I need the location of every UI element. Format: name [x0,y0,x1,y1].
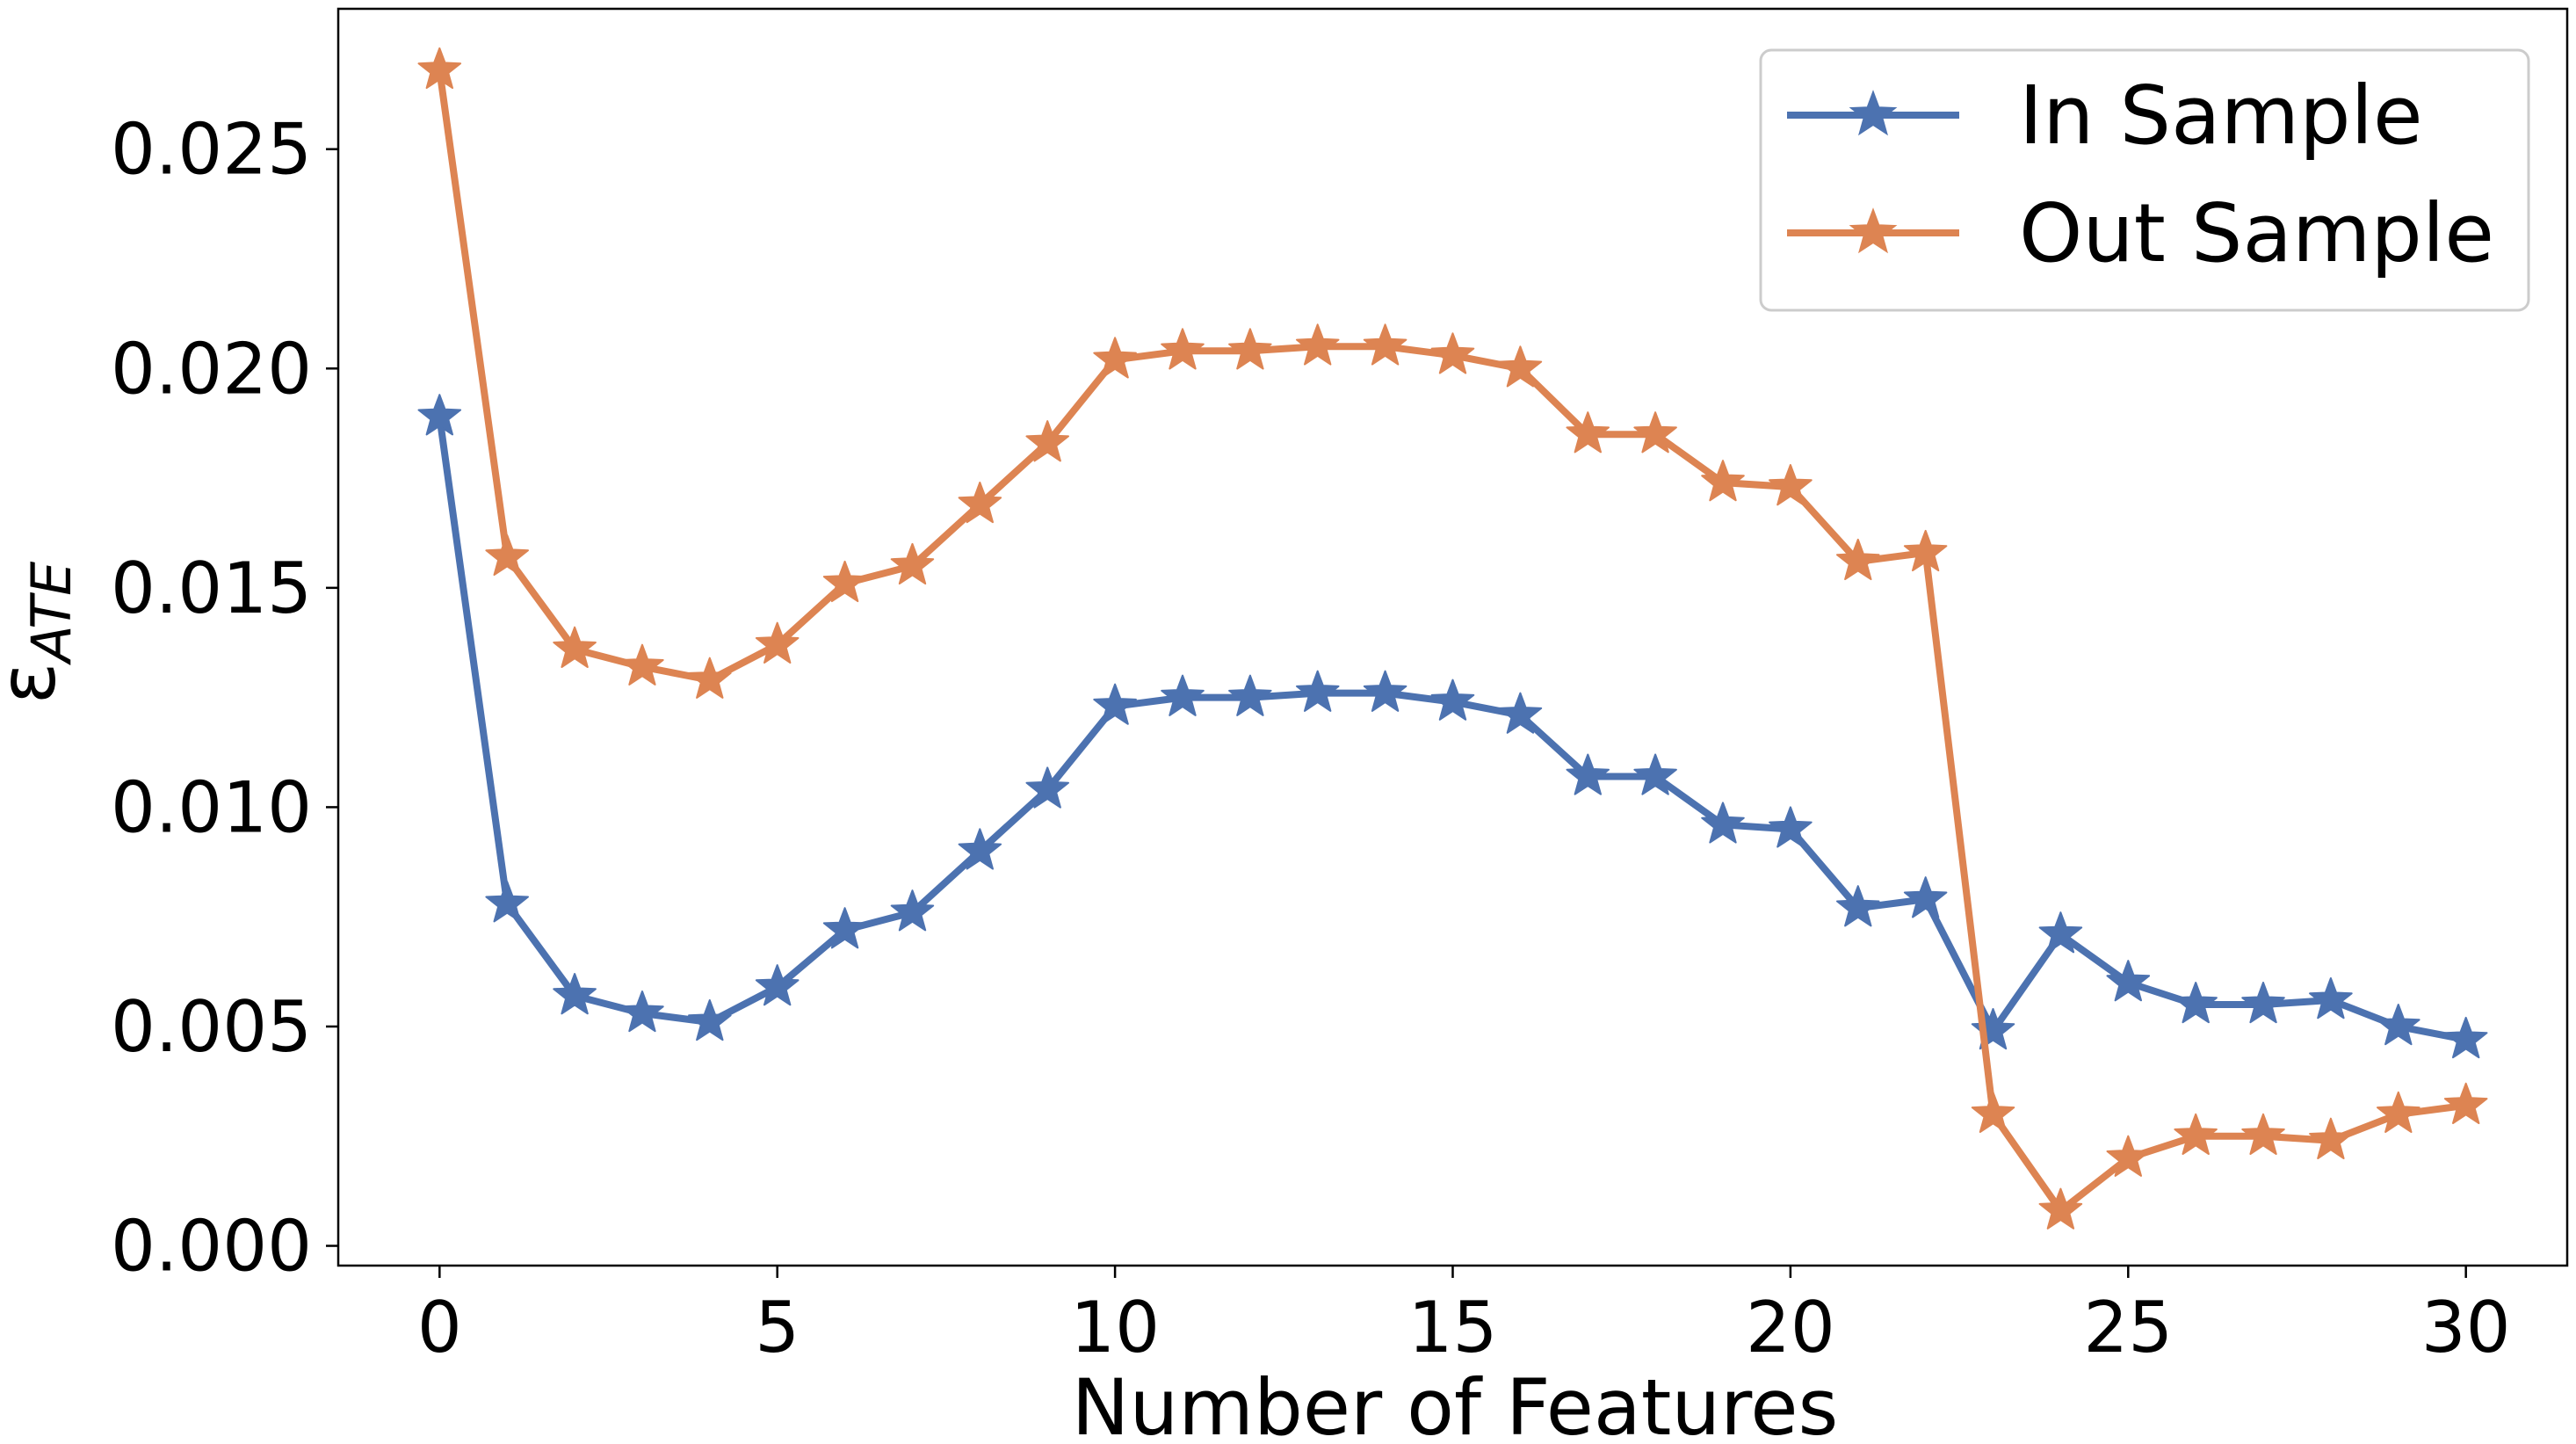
x-tick-label: 5 [755,1287,800,1368]
data-point-in-sample [1633,753,1677,795]
data-point-out-sample [1566,411,1610,454]
y-tick-label: 0.015 [111,548,312,629]
data-point-out-sample [2443,1082,2488,1124]
data-point-out-sample [485,533,529,577]
data-point-out-sample [1769,464,1813,506]
y-axis-label: εATE [0,561,83,704]
data-point-in-sample [553,973,597,1015]
data-point-in-sample [2443,1016,2488,1059]
data-point-in-sample [2241,982,2285,1024]
x-tick-label: 25 [2083,1287,2173,1368]
data-point-out-sample [755,621,800,664]
data-point-in-sample [485,881,529,923]
data-point-in-sample [958,828,1002,870]
data-point-in-sample [2174,982,2218,1024]
data-point-out-sample [1228,328,1272,370]
data-point-out-sample [1498,345,1543,388]
x-tick-label: 0 [417,1287,462,1368]
data-point-out-sample [1025,420,1069,462]
data-point-out-sample [1836,538,1880,581]
data-point-out-sample [2106,1135,2151,1177]
data-point-out-sample [2377,1091,2420,1133]
data-point-out-sample [958,482,1002,524]
data-point-in-sample [2377,1004,2420,1046]
data-point-in-sample [2309,977,2353,1020]
data-point-in-sample [417,394,462,436]
legend-marker-in-sample [1849,90,1898,136]
data-point-in-sample [755,964,800,1006]
data-point-in-sample [1769,806,1813,848]
data-point-in-sample [2106,960,2151,1002]
data-point-out-sample [1430,332,1475,374]
series-out-sample [417,47,2488,1230]
data-point-out-sample [1903,529,1948,572]
data-point-out-sample [1296,323,1340,366]
data-point-in-sample [1498,692,1543,734]
y-tick-label: 0.000 [111,1206,312,1288]
legend-label-out-sample: Out Sample [2019,186,2494,280]
data-point-out-sample [1093,337,1137,379]
data-point-out-sample [822,560,867,603]
data-point-in-sample [2038,911,2083,954]
data-point-in-sample [1093,683,1137,725]
data-point-out-sample [2241,1113,2285,1155]
data-point-in-sample [688,999,732,1041]
data-point-out-sample [2038,1187,2083,1230]
data-point-in-sample [890,889,935,932]
data-point-out-sample [1363,323,1407,366]
y-tick-label: 0.005 [111,986,312,1068]
legend-label-in-sample: In Sample [2019,69,2423,163]
y-tick-label: 0.010 [111,766,312,848]
data-point-in-sample [1971,1008,2015,1050]
x-tick-label: 20 [1746,1287,1835,1368]
data-point-out-sample [1161,328,1205,370]
data-point-in-sample [1161,674,1205,716]
data-point-in-sample [1566,753,1610,795]
data-point-in-sample [620,990,664,1033]
data-point-out-sample [2174,1113,2218,1155]
data-point-out-sample [620,643,664,686]
data-point-in-sample [1836,885,1880,927]
y-tick-label: 0.025 [111,109,312,191]
legend-item-out-sample: Out Sample [1787,186,2494,280]
data-point-in-sample [1025,766,1069,809]
data-point-out-sample [417,47,462,90]
data-point-in-sample [1701,802,1745,844]
legend: In Sample Out Sample [1759,48,2530,312]
y-axis-label-main: ε [0,663,73,705]
data-point-in-sample [1430,678,1475,721]
data-point-in-sample [1903,876,1948,918]
data-point-out-sample [688,657,732,699]
x-tick-label: 10 [1070,1287,1160,1368]
legend-item-in-sample: In Sample [1787,69,2423,163]
x-axis-label: Number of Features [1072,1362,1839,1444]
series-layer [417,47,2488,1230]
axes-layer: 0 5 10 15 20 25 30 0.000 0.005 0.010 0.015 0.020 0.0… [111,109,2511,1368]
data-point-in-sample [1228,674,1272,716]
y-tick-label: 0.020 [111,328,312,410]
data-point-in-sample [1363,670,1407,712]
data-point-in-sample [1296,670,1340,712]
data-point-out-sample [553,626,597,668]
legend-marker-out-sample [1849,207,1898,254]
x-tick-label: 30 [2421,1287,2511,1368]
series-in-sample [417,394,2488,1059]
data-point-out-sample [1971,1091,2015,1133]
data-point-out-sample [1633,411,1677,454]
data-point-in-sample [822,907,867,949]
x-tick-label: 15 [1408,1287,1498,1368]
data-point-out-sample [1701,460,1745,502]
data-point-out-sample [2309,1117,2353,1159]
y-axis-label-subscript: ATE [19,561,83,666]
data-point-out-sample [890,542,935,585]
